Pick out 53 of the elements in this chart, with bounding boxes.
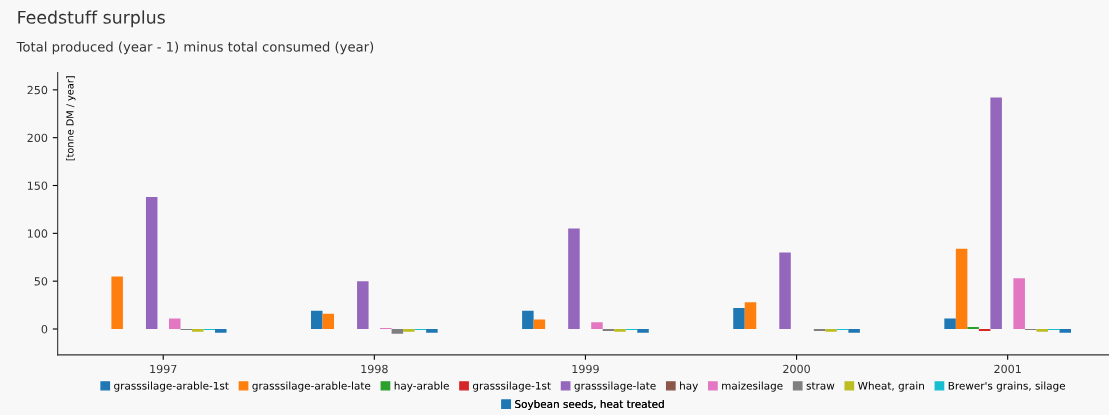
bar bbox=[311, 310, 323, 329]
bar bbox=[1013, 278, 1025, 329]
bar bbox=[403, 329, 415, 332]
bar bbox=[426, 329, 438, 333]
bar bbox=[168, 318, 181, 329]
legend-label: grasssilage-arable-late bbox=[252, 381, 371, 392]
bar bbox=[733, 307, 745, 329]
bar bbox=[955, 248, 968, 329]
chart-title: Feedstuff surplus bbox=[18, 10, 165, 28]
legend-label: Wheat, grain bbox=[858, 381, 924, 392]
legend-label: hay bbox=[680, 381, 698, 392]
bar bbox=[1036, 329, 1048, 332]
y-tick-label: 50 bbox=[34, 277, 48, 286]
bar bbox=[192, 329, 204, 332]
bar bbox=[568, 228, 580, 329]
legend-label: maizesilage bbox=[722, 381, 783, 392]
y-tick-label: 0 bbox=[41, 324, 48, 334]
bar bbox=[215, 329, 227, 333]
bar bbox=[533, 319, 546, 329]
bar bbox=[591, 322, 603, 329]
legend-label: Brewer's grains, silage bbox=[948, 381, 1066, 392]
bar bbox=[779, 252, 791, 329]
x-tick-label: 1997 bbox=[150, 364, 177, 374]
y-tick-label: 100 bbox=[27, 229, 48, 238]
bar bbox=[111, 276, 123, 329]
bar bbox=[637, 329, 649, 333]
bar bbox=[744, 302, 757, 329]
x-tick-label: 2000 bbox=[783, 364, 810, 374]
bar bbox=[391, 329, 404, 334]
bar bbox=[944, 318, 956, 329]
y-tick-label: 150 bbox=[27, 181, 48, 190]
legend-label: Soybean seeds, heat treated bbox=[515, 399, 664, 410]
bar bbox=[145, 196, 158, 329]
legend-label: grasssilage-arable-1st bbox=[114, 381, 229, 392]
y-tick-label: 200 bbox=[27, 133, 48, 143]
bar bbox=[990, 97, 1002, 329]
bar bbox=[614, 329, 626, 332]
bar bbox=[357, 281, 369, 329]
legend-label: grasssilage-1st bbox=[472, 381, 551, 392]
chart-subtitle: Total produced (year - 1) minus total consumed (year) bbox=[16, 41, 374, 55]
y-axis-title: [tonne DM / year] bbox=[66, 76, 76, 161]
legend-label: grasssilage-late bbox=[574, 381, 656, 392]
legend-label: straw bbox=[806, 382, 835, 390]
bar bbox=[848, 329, 860, 333]
x-tick-label: 1998 bbox=[361, 364, 388, 374]
bar bbox=[522, 310, 534, 329]
x-tick-label: 2001 bbox=[994, 364, 1021, 374]
bar bbox=[825, 329, 837, 332]
y-tick-label: 250 bbox=[27, 85, 48, 95]
bar bbox=[1059, 329, 1071, 333]
bar bbox=[322, 313, 335, 329]
x-tick-label: 1999 bbox=[572, 364, 599, 374]
legend-label: hay-arable bbox=[394, 381, 449, 392]
